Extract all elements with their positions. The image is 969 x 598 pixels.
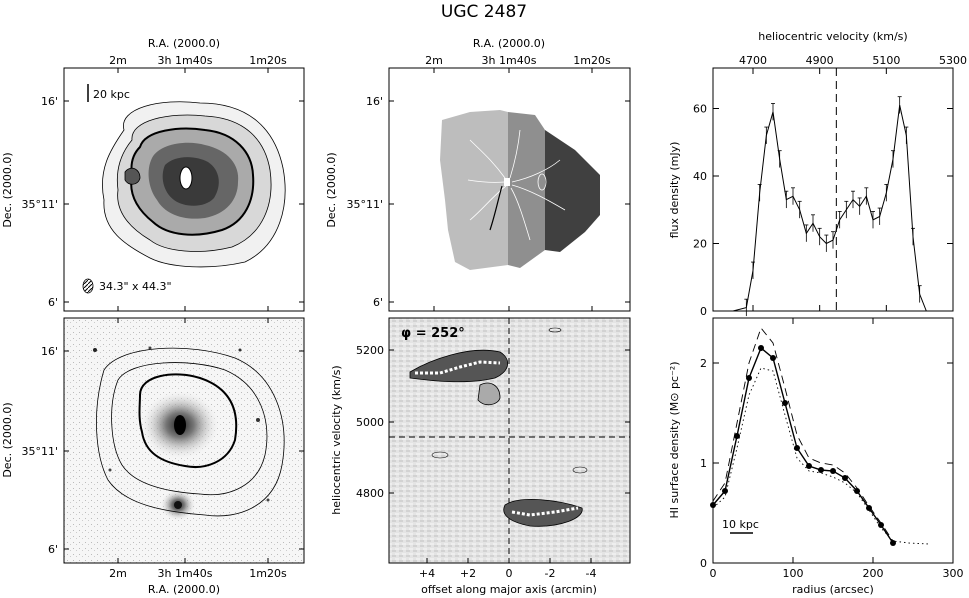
velfield-ra-tick-0: 2m [425,54,443,67]
mom0-ra-tick-0: 2m [109,54,127,67]
optical-image [93,346,285,521]
mom0-dec-tick-2: 6' [48,296,58,309]
density-point [746,375,752,381]
density-x-tick-label: 200 [863,567,884,580]
velfield-dec-label: Dec. (2000.0) [325,152,338,227]
panel-mom0: 20 kpc 34.3" x 44.3" R.A. (2000.0) 2m 3h… [1,37,305,312]
optical-dec-tick-1: 35°11' [21,445,58,458]
profile-x-tick-label: 5100 [872,54,900,67]
velocity-field-map [440,110,600,270]
optical-dec-tick-0: 16' [41,345,58,358]
profile-y-tick-label: 0 [700,305,707,318]
mom0-ra-tick-2: 1m20s [249,54,287,67]
velfield-dec-tick-2: 6' [373,296,383,309]
pv-x-tick-1: +2 [460,567,476,580]
density-point [734,433,740,439]
optical-dec-label: Dec. (2000.0) [1,402,14,477]
velfield-ra-label: R.A. (2000.0) [473,37,545,50]
profile-y-tick-label: 40 [693,170,707,183]
optical-ra-tick-0: 2m [109,567,127,580]
velfield-ra-tick-1: 3h 1m40s [482,54,537,67]
mom0-ra-label: R.A. (2000.0) [148,37,220,50]
pv-x-tick-4: -4 [586,567,597,580]
density-point [890,540,896,546]
pv-diagram [389,318,630,563]
density-x-tick-label: 0 [710,567,717,580]
density-y-tick-label: 0 [700,557,707,570]
velfield-dec-tick-0: 16' [366,95,383,108]
density-x-tick-label: 300 [943,567,964,580]
profile-line [713,105,953,312]
profile-x-axis-title: heliocentric velocity (km/s) [758,30,907,43]
density-point [794,445,800,451]
density-point [710,502,716,508]
pv-y-tick-2: 4800 [356,487,384,500]
pv-x-tick-0: +4 [419,567,435,580]
optical-ra-tick-2: 1m20s [249,567,287,580]
pv-phi-label: φ = 252° [401,326,465,341]
density-x-axis-title: radius (arcsec) [792,583,874,596]
chart-hi-surface-density: 0 100 200 300 0 1 2 radius (arcsec) HI surface d… [668,317,964,596]
velfield-ra-tick-2: 1m20s [573,54,611,67]
profile-x-tick-label: 5300 [939,54,967,67]
density-point [758,345,764,351]
pv-y-tick-0: 5200 [356,344,384,357]
density-scale-bar-label: 10 kpc [722,518,759,531]
scale-bar-label: 20 kpc [93,88,130,101]
density-series-solid [712,346,894,544]
pv-x-tick-2: 0 [506,567,513,580]
optical-ra-tick-1: 3h 1m40s [158,567,213,580]
figure-title: UGC 2487 [441,2,527,22]
mom0-ra-tick-1: 3h 1m40s [158,54,213,67]
beam-ellipse [82,278,94,294]
profile-y-tick-label: 60 [693,103,707,116]
velfield-dec-tick-1: 35°11' [346,198,383,211]
panel-optical: 2m 3h 1m40s 1m20s R.A. (2000.0) 16' 35°1… [1,317,305,596]
density-point [782,400,788,406]
pv-y-tick-1: 5000 [356,416,384,429]
pv-x-label: offset along major axis (arcmin) [421,583,597,596]
profile-y-axis-title: flux density (mJy) [668,142,681,239]
density-point [722,488,728,494]
optical-ra-label: R.A. (2000.0) [148,583,220,596]
mom0-dec-label: Dec. (2000.0) [1,152,14,227]
density-point [770,355,776,361]
beam-label: 34.3" x 44.3" [99,280,172,293]
mom0-dec-tick-0: 16' [41,95,58,108]
density-point [818,467,824,473]
panel-pv: φ = 252° +4 +2 0 -2 -4 offset along majo… [330,317,631,596]
density-series-dashed [712,327,894,542]
profile-y-tick-label: 20 [693,238,707,251]
density-point [866,505,872,511]
hi-emission-map [102,101,286,268]
density-y-tick-label: 1 [700,457,707,470]
mom0-dec-tick-1: 35°11' [21,198,58,211]
profile-frame [712,67,954,312]
density-y-tick-label: 2 [700,357,707,370]
density-y-axis-title: HI surface density (M⊙ pc⁻²) [668,361,681,518]
chart-global-profile: 4700 4900 5100 5300 0 20 40 60 heliocentric velo… [668,30,967,318]
pv-x-tick-3: -2 [545,567,556,580]
profile-x-tick-label: 4700 [739,54,767,67]
density-point [842,475,848,481]
profile-x-tick-label: 4900 [806,54,834,67]
panel-velfield: R.A. (2000.0) 2m 3h 1m40s 1m20s 16' 35°1… [325,37,631,312]
optical-dec-tick-2: 6' [48,543,58,556]
pv-y-label: heliocentric velocity (km/s) [330,365,343,514]
density-point [830,468,836,474]
density-point [806,463,812,469]
density-series-dotted [712,367,930,545]
density-x-tick-label: 100 [783,567,804,580]
density-frame [712,317,954,564]
